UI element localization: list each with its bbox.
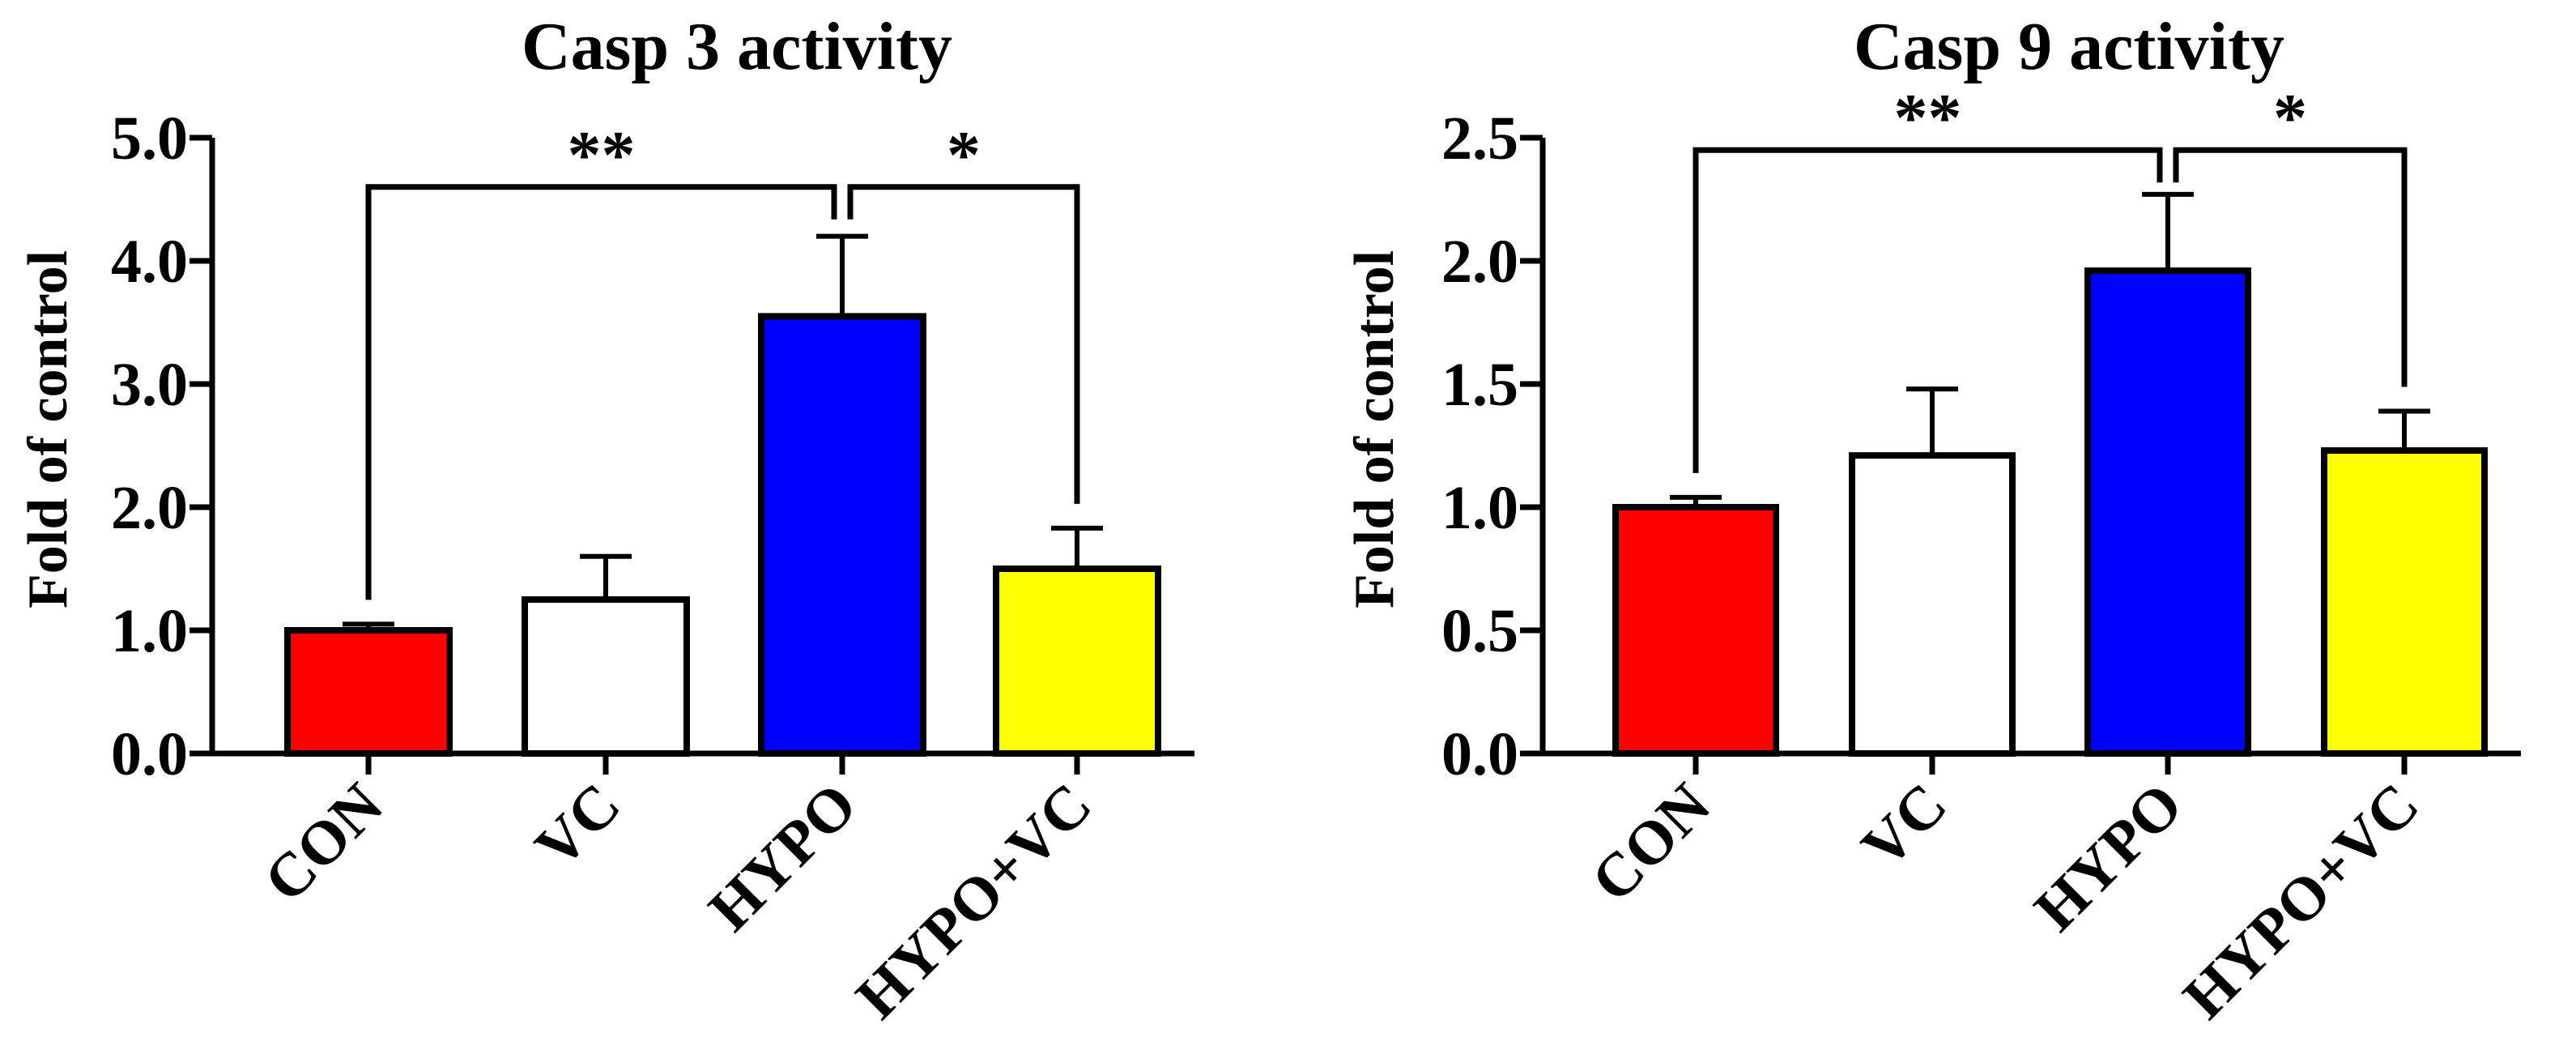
significance-bracket (847, 184, 1080, 504)
y-axis-label: Fold of control (1343, 250, 1406, 608)
significance-label: ** (568, 117, 636, 193)
bar-hypo-vc (2321, 447, 2488, 758)
significance-label: ** (1894, 80, 1962, 156)
x-category-label: VC (1849, 770, 1960, 881)
chart-title: Casp 3 activity (522, 9, 952, 84)
significance-bracket (365, 184, 837, 600)
y-tick-label: 4.0 (111, 228, 188, 296)
y-tick-label: 2.0 (1441, 228, 1518, 296)
bar-vc (1849, 452, 2016, 757)
x-category-label: HYPO+VC (843, 770, 1105, 1032)
y-tick-label: 2.5 (1441, 105, 1518, 173)
y-tick-label: 0.0 (111, 720, 188, 788)
bar-hypo (2084, 267, 2251, 758)
significance-label: * (947, 117, 981, 193)
y-tick-label: 0.5 (1441, 597, 1518, 665)
casp3-chart: Casp 3 activity Fold of control 0.0 1.0 2.… (17, 9, 1194, 1032)
bar-hypo-vc (993, 566, 1161, 757)
y-tick-label: 2.0 (111, 474, 188, 542)
x-category-label: CON (251, 770, 396, 916)
bar-con (1612, 504, 1779, 757)
chart-title: Casp 9 activity (1854, 9, 2284, 84)
y-tick-label: 1.5 (1441, 351, 1518, 419)
y-tick-label: 1.0 (1441, 474, 1518, 542)
x-category-label: VC (522, 770, 633, 881)
x-category-label: HYPO (696, 770, 870, 945)
significance-bracket (1692, 147, 2163, 473)
y-tick-label: 1.0 (111, 597, 188, 665)
bar-hypo (758, 313, 926, 757)
casp9-chart: Casp 9 activity Fold of control 0.0 0.5 1.… (1343, 9, 2521, 1032)
y-axis-label: Fold of control (17, 250, 79, 608)
bar-vc (522, 596, 690, 757)
significance-label: * (2273, 80, 2307, 156)
x-category-label: CON (1578, 770, 1723, 916)
y-tick-label: 5.0 (111, 105, 188, 173)
significance-bracket (2173, 147, 2408, 387)
bar-con (284, 627, 453, 757)
x-category-label: HYPO (2021, 770, 2195, 945)
y-tick-label: 3.0 (111, 351, 188, 419)
y-tick-label: 0.0 (1441, 720, 1518, 788)
x-category-label: HYPO+VC (2170, 770, 2432, 1032)
